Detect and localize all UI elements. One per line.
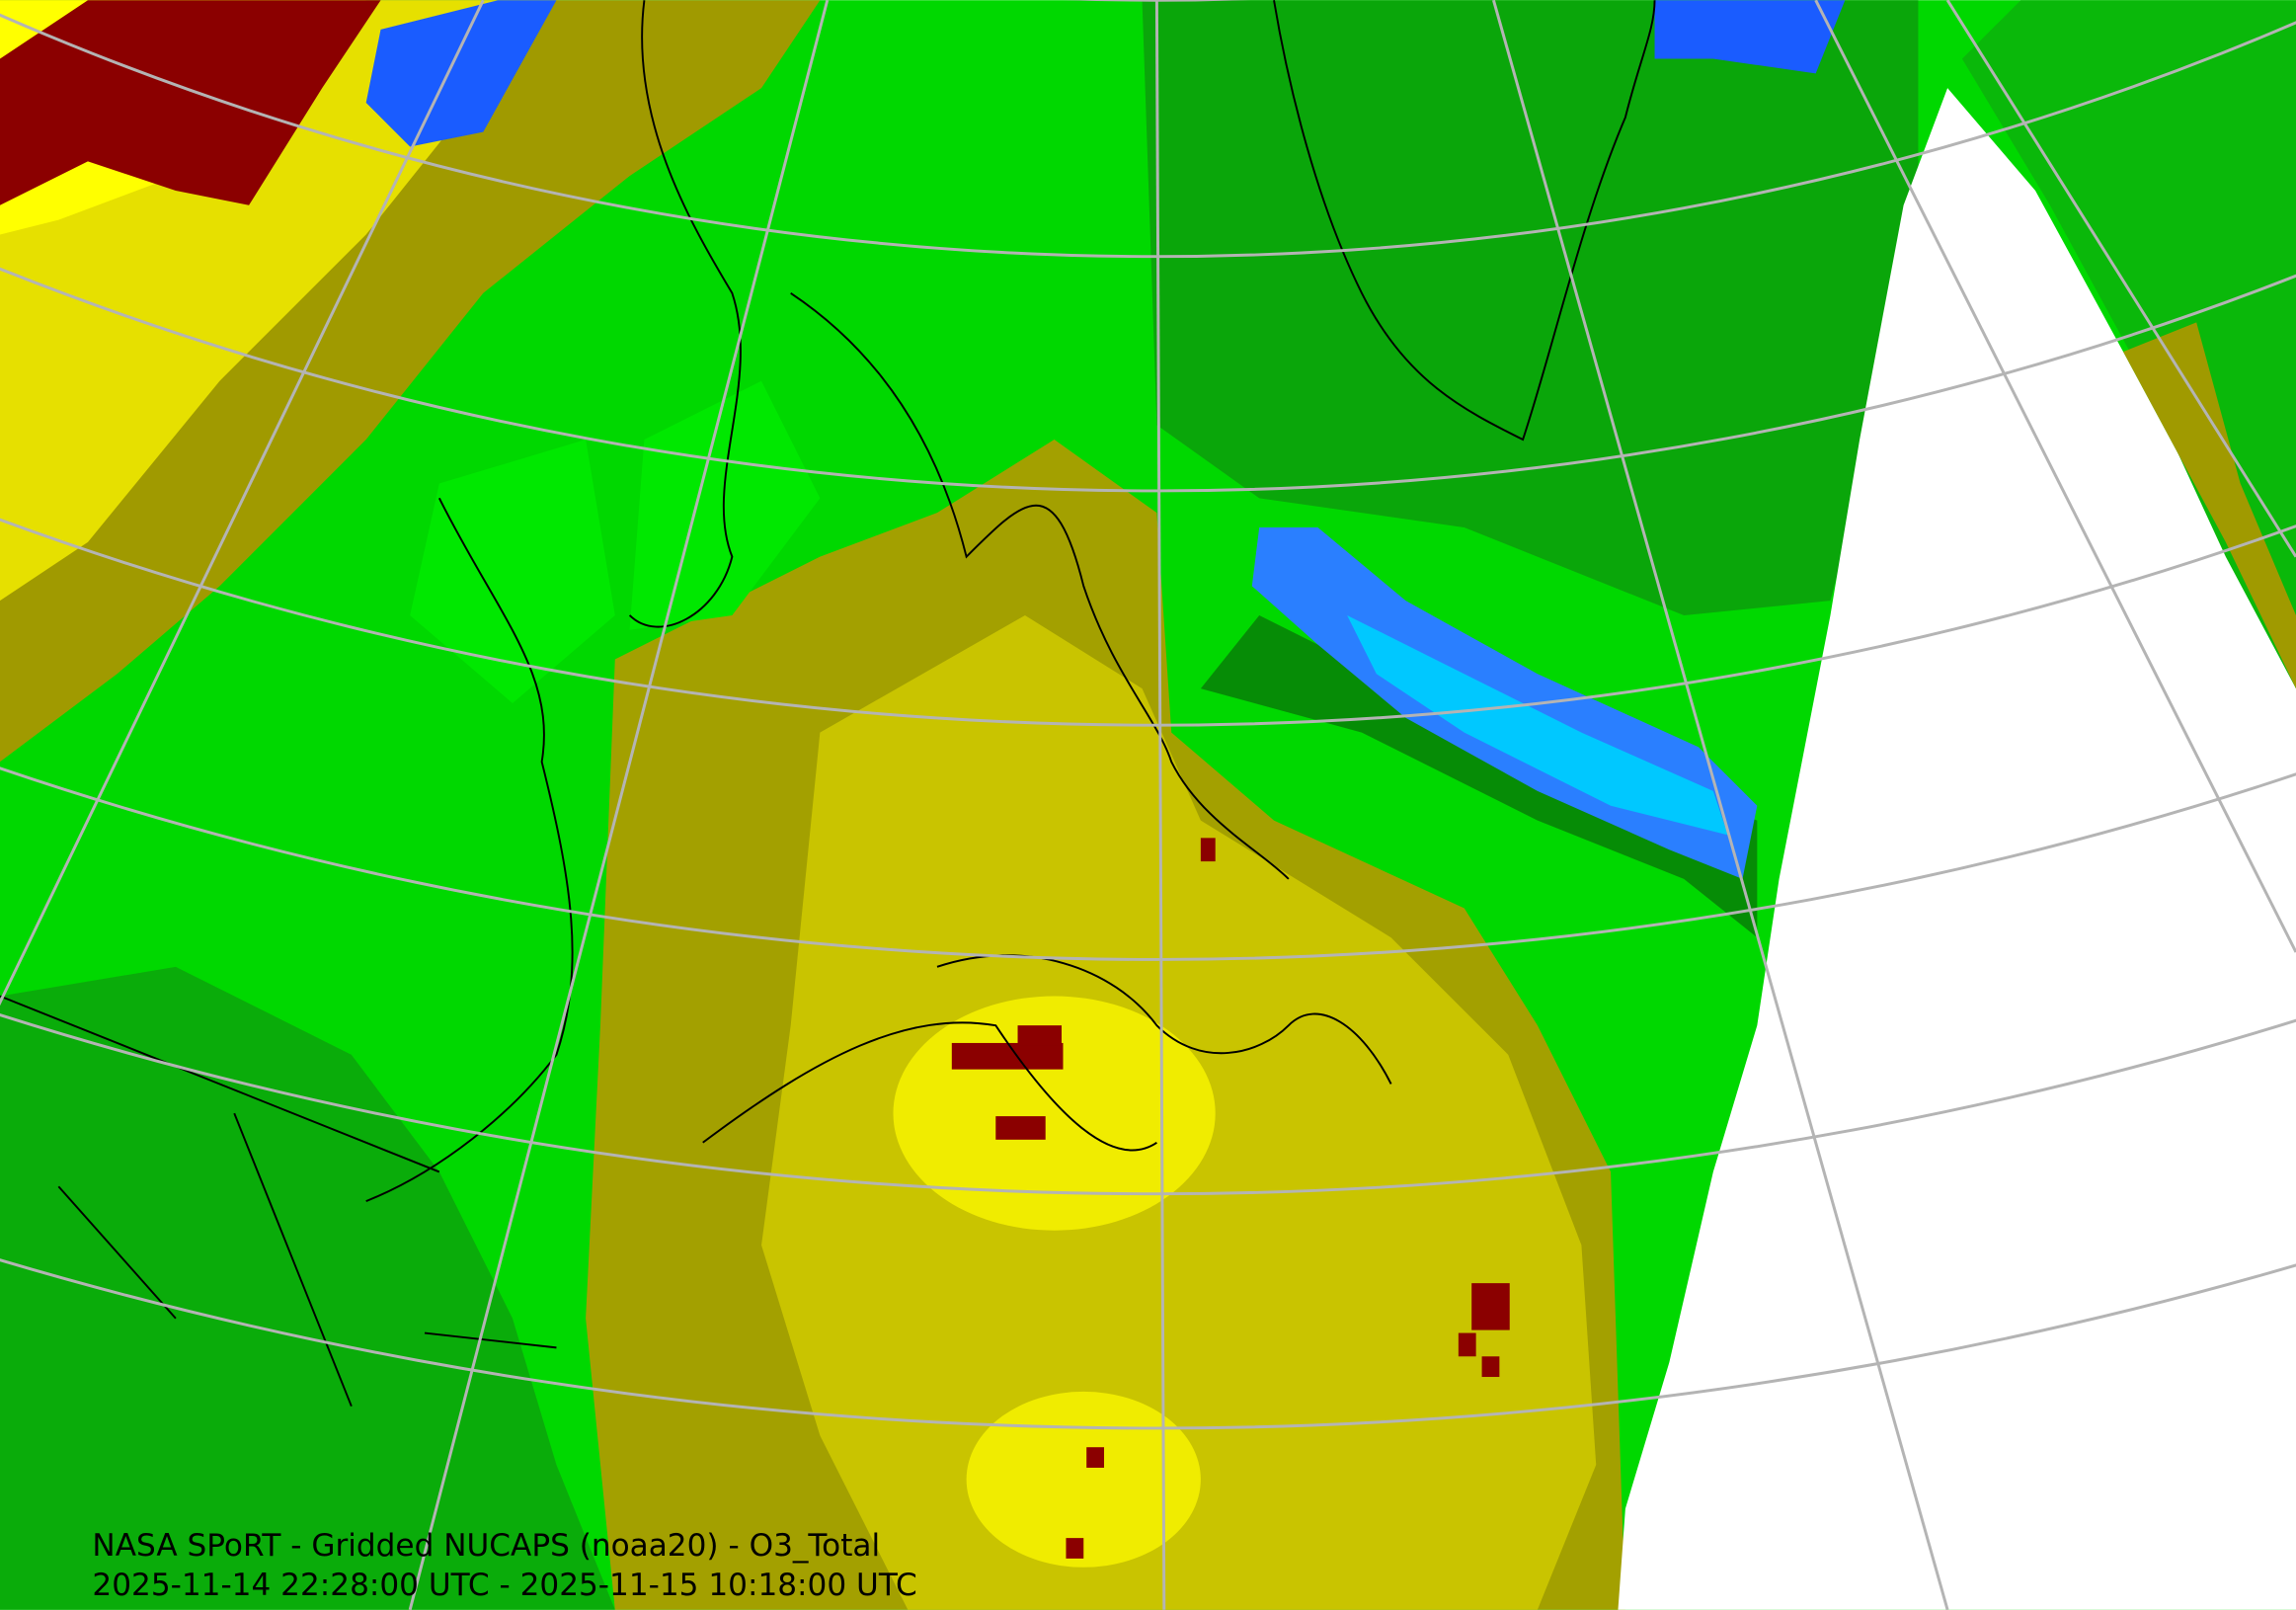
ozone-region [1654,0,1846,74]
ozone-region [629,380,821,630]
ozone-region [410,440,615,703]
ozone-region [1200,614,1758,938]
no-data [1618,88,2296,1610]
ozone-region [0,966,615,1610]
map-title: NASA SPoRT - Gridded NUCAPS (noaa20) - O… [92,1528,880,1564]
ozone-region [2123,322,2296,689]
ozone-region [365,0,557,147]
ozone-region [966,1391,1201,1568]
ozone-region [1142,0,1919,615]
time-range: 2025-11-14 22:28:00 UTC - 2025-11-15 10:… [92,1568,916,1603]
ozone-region [1347,614,1728,836]
coastline [0,0,1656,1408]
ozone-high [0,0,1510,1559]
